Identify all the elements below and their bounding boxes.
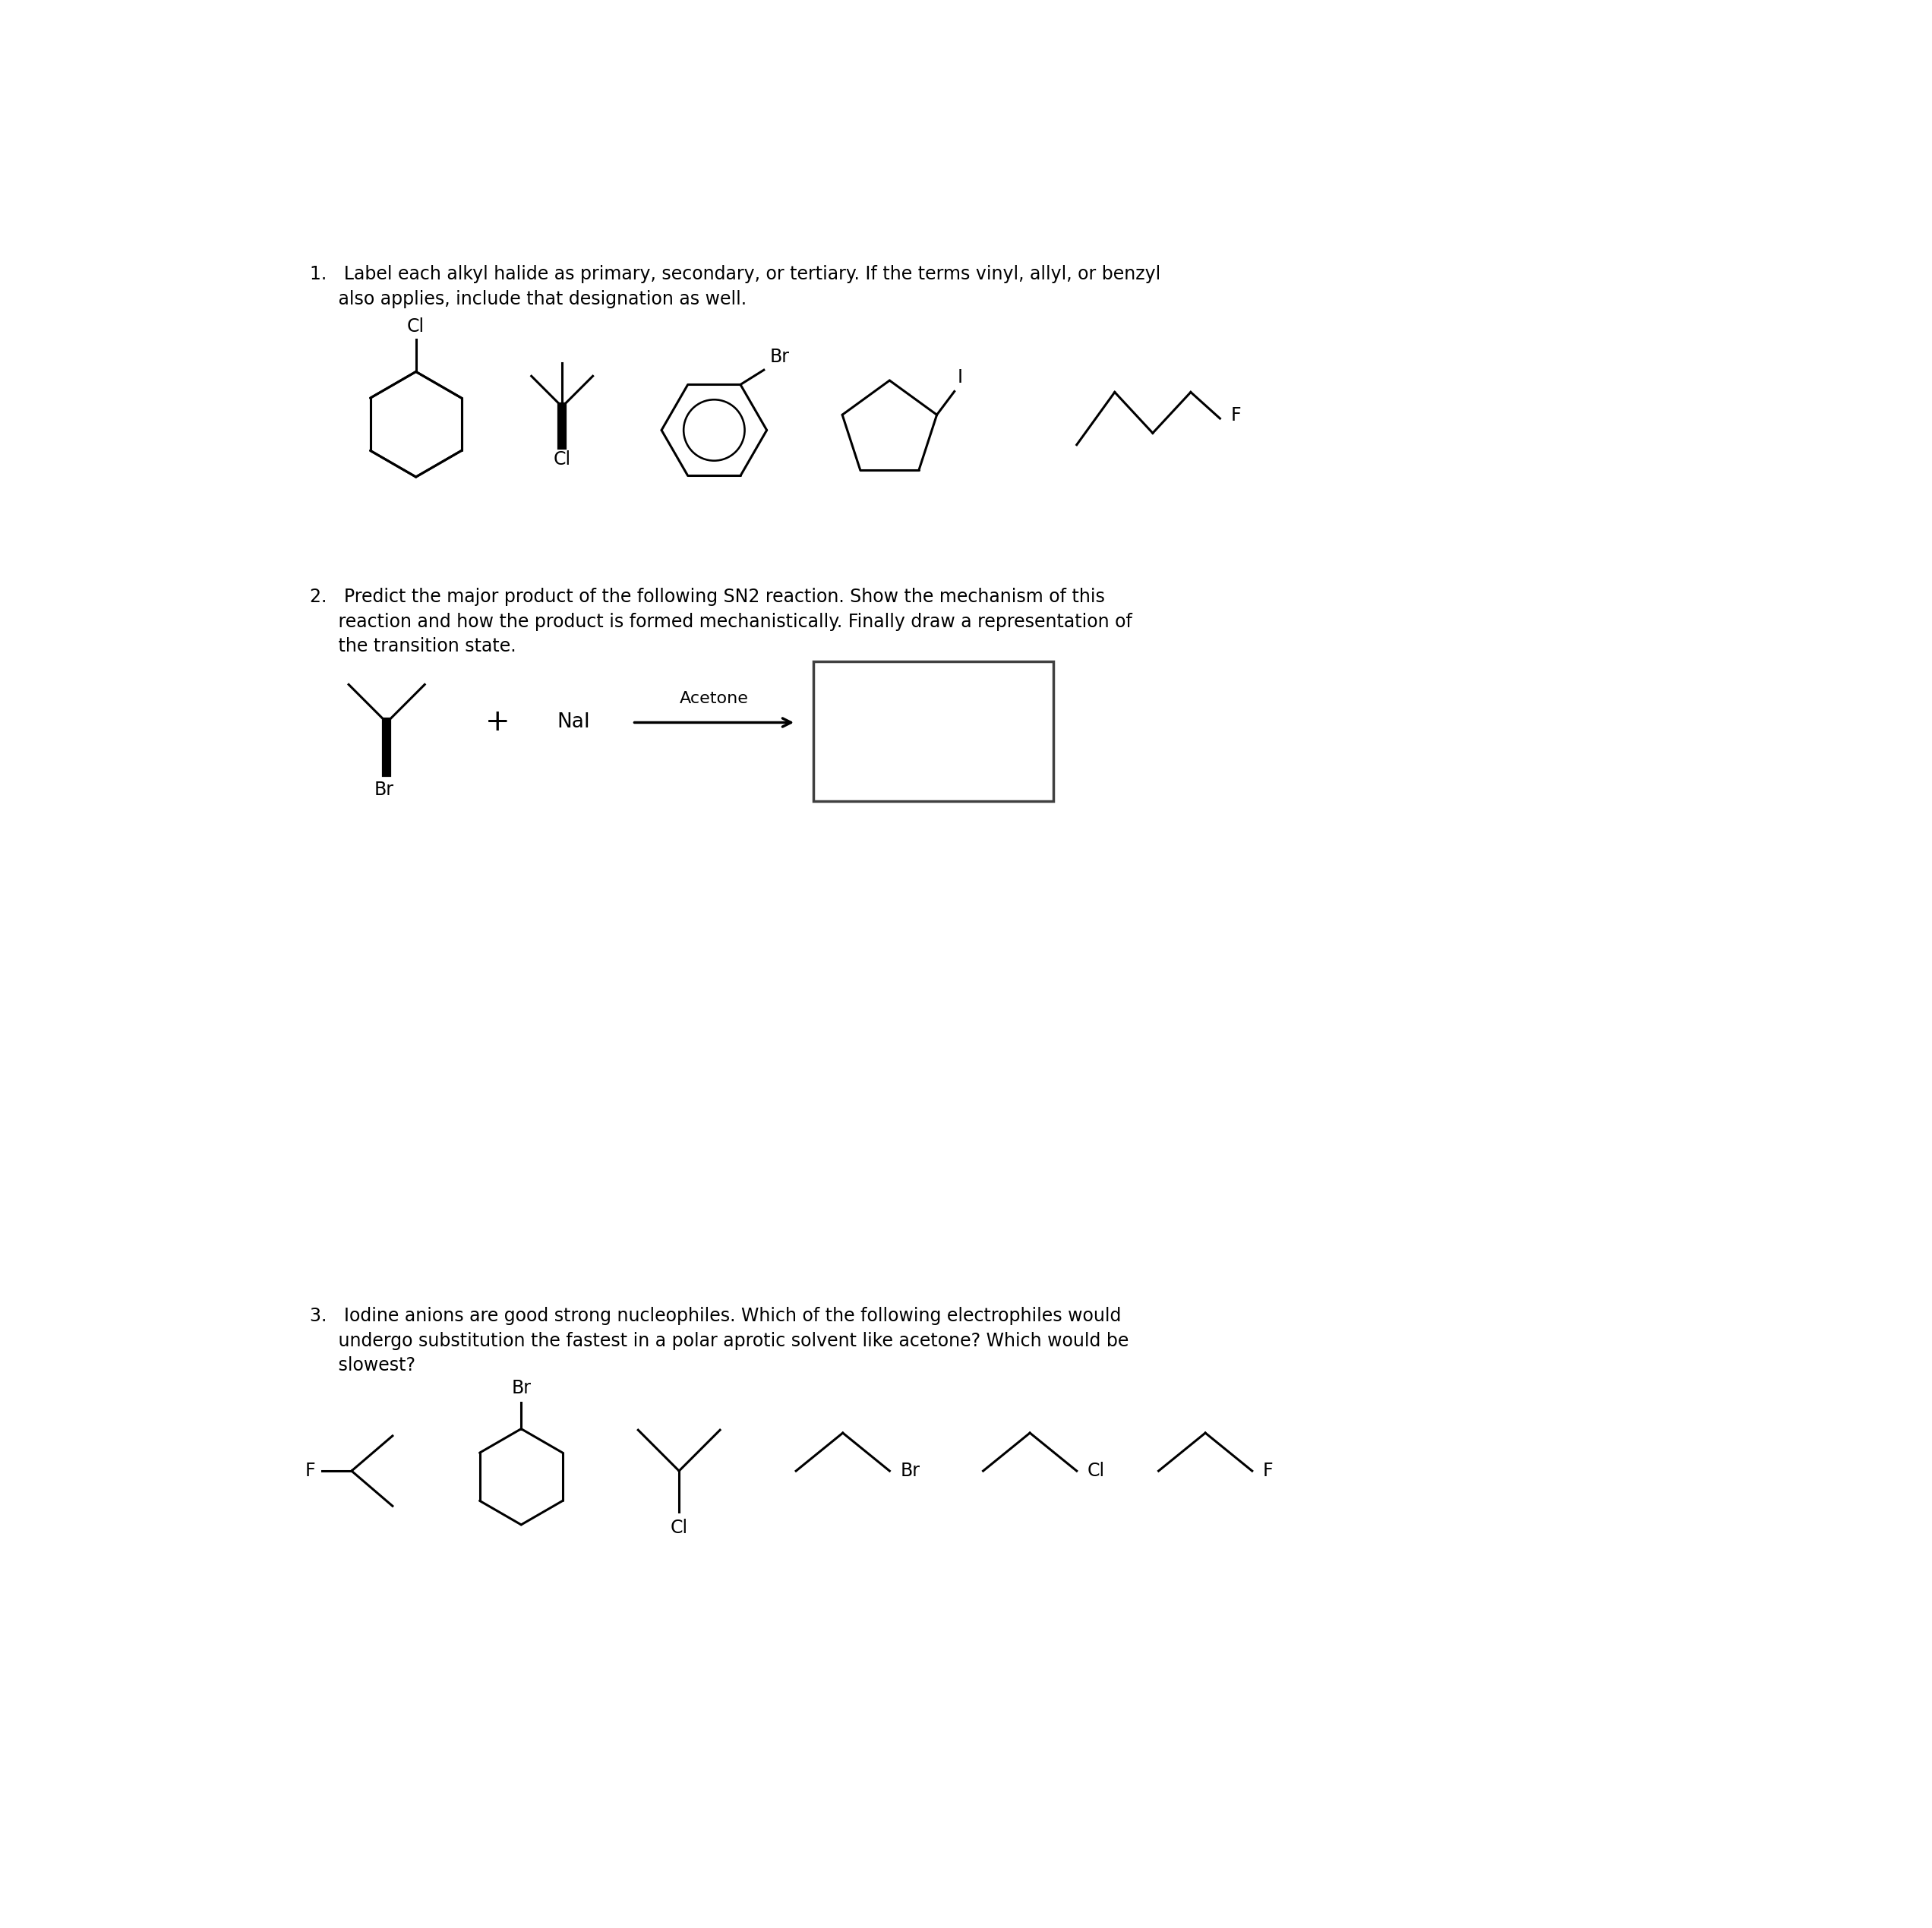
Text: 3.   Iodine anions are good strong nucleophiles. Which of the following electrop: 3. Iodine anions are good strong nucleop…: [309, 1307, 1121, 1325]
Text: 1.   Label each alkyl halide as primary, secondary, or tertiary. If the terms vi: 1. Label each alkyl halide as primary, s…: [309, 266, 1161, 283]
Text: the transition state.: the transition state.: [309, 636, 516, 656]
Text: Cl: Cl: [670, 1519, 688, 1537]
Text: Br: Br: [512, 1379, 531, 1398]
Text: Br: Br: [769, 347, 790, 366]
Text: Cl: Cl: [553, 451, 570, 469]
Text: 2.   Predict the major product of the following SN2 reaction. Show the mechanism: 2. Predict the major product of the foll…: [309, 588, 1105, 605]
Text: Acetone: Acetone: [680, 690, 748, 706]
Text: F: F: [1231, 407, 1240, 424]
Text: +: +: [485, 708, 510, 736]
Text: Cl: Cl: [1088, 1461, 1105, 1481]
Text: NaI: NaI: [556, 713, 591, 733]
Text: I: I: [958, 368, 962, 388]
Text: Br: Br: [375, 781, 394, 800]
Text: undergo substitution the fastest in a polar aprotic solvent like acetone? Which : undergo substitution the fastest in a po…: [309, 1332, 1128, 1350]
Text: Cl: Cl: [408, 318, 425, 335]
Text: Br: Br: [900, 1461, 920, 1481]
Bar: [813, 661, 1053, 802]
Text: reaction and how the product is formed mechanistically. Finally draw a represent: reaction and how the product is formed m…: [309, 613, 1132, 630]
Text: F: F: [1264, 1461, 1273, 1481]
Text: slowest?: slowest?: [309, 1355, 415, 1375]
Text: F: F: [305, 1461, 315, 1481]
Text: also applies, include that designation as well.: also applies, include that designation a…: [309, 289, 746, 308]
